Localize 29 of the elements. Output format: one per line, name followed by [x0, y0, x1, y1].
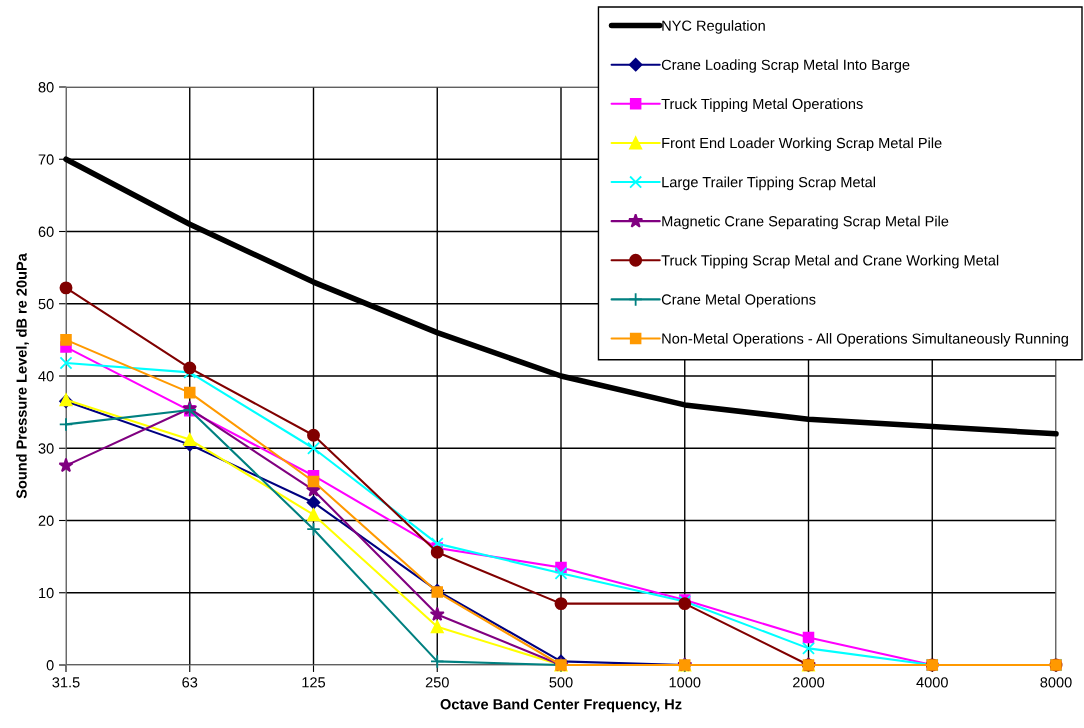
legend-label: Crane Loading Scrap Metal Into Barge — [661, 59, 910, 73]
x-tick-label: 4000 — [916, 677, 948, 688]
x-axis-title: Octave Band Center Frequency, Hz — [440, 698, 682, 713]
y-tick-label: 80 — [38, 82, 54, 93]
y-tick-label: 70 — [38, 154, 54, 165]
legend-label: Large Trailer Tipping Scrap Metal — [662, 176, 875, 191]
y-tick-label: 20 — [38, 515, 54, 526]
legend-label: Magnetic Crane Separating Scrap Metal Pile — [662, 215, 949, 230]
y-tick-label: 10 — [39, 587, 54, 599]
legend-label: NYC Regulation — [662, 20, 765, 34]
y-tick-label: 30 — [38, 443, 54, 454]
x-tick-label: 500 — [549, 677, 573, 688]
legend-label: Truck Tipping Scrap Metal and Crane Working Metal — [661, 254, 999, 269]
legend-label: Non-Metal Operations - All Operations Simultaneously Running — [662, 333, 1068, 347]
y-tick-label: 0 — [46, 660, 54, 671]
legend-label: Crane Metal Operations — [661, 293, 816, 308]
x-tick-label: 8000 — [1040, 677, 1072, 688]
y-tick-label: 60 — [38, 226, 54, 237]
y-tick-label: 40 — [38, 371, 54, 382]
x-tick-label: 31.5 — [52, 677, 80, 688]
y-tick-label: 50 — [38, 298, 54, 310]
x-tick-label: 125 — [302, 677, 326, 688]
legend-label: Truck Tipping Metal Operations — [661, 98, 863, 112]
x-tick-label: 1000 — [669, 677, 701, 688]
y-axis-title: Sound Pressure Level, dB re 20uPa — [16, 253, 29, 499]
x-tick-label: 2000 — [793, 677, 825, 688]
legend-label: Front End Loader Working Scrap Metal Pile — [662, 137, 942, 152]
x-tick-label: 63 — [182, 677, 198, 688]
x-tick-label: 250 — [425, 677, 449, 688]
